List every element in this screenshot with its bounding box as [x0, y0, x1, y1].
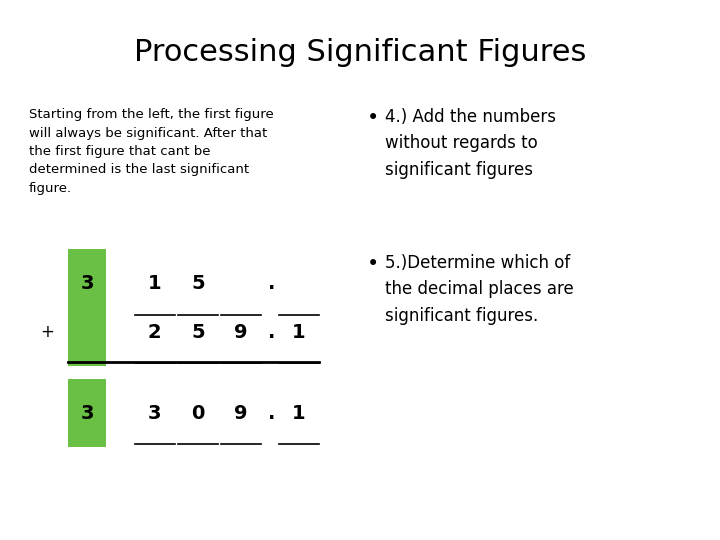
Text: 1: 1	[292, 403, 305, 423]
Text: 5: 5	[192, 322, 204, 342]
Text: 1: 1	[148, 274, 161, 293]
Text: •: •	[367, 254, 379, 274]
Text: 1: 1	[292, 322, 305, 342]
Text: .: .	[269, 403, 276, 423]
Text: Starting from the left, the first figure
will always be significant. After that
: Starting from the left, the first figure…	[29, 108, 274, 195]
Text: +: +	[40, 323, 54, 341]
Bar	[68, 249, 106, 366]
Text: 5.)Determine which of
the decimal places are
significant figures.: 5.)Determine which of the decimal places…	[385, 254, 574, 325]
Text: .: .	[269, 274, 276, 293]
Text: 3: 3	[148, 403, 161, 423]
Text: 0: 0	[192, 403, 204, 423]
Bar	[68, 379, 106, 447]
Text: 2: 2	[148, 322, 161, 342]
Text: 9: 9	[235, 403, 248, 423]
Text: 3: 3	[81, 403, 94, 423]
Text: •: •	[367, 108, 379, 128]
Text: .: .	[269, 322, 276, 342]
Text: 3: 3	[81, 274, 94, 293]
Text: 4.) Add the numbers
without regards to
significant figures: 4.) Add the numbers without regards to s…	[385, 108, 557, 179]
Text: 9: 9	[235, 322, 248, 342]
Text: 5: 5	[192, 274, 204, 293]
Text: Processing Significant Figures: Processing Significant Figures	[134, 38, 586, 67]
